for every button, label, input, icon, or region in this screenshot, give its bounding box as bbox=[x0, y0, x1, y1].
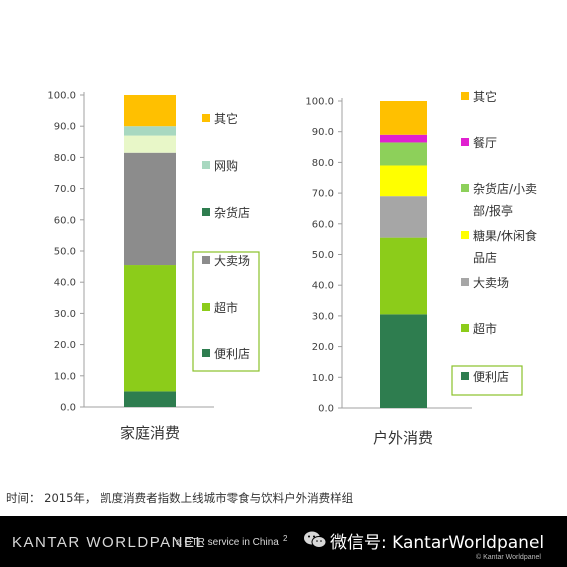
y-tick-label: 100.0 bbox=[305, 97, 334, 108]
chart-canvas: 0.0 10.0 20.0 30.0 40.0 50.0 60.0 70.0 80.0 90.0 1… bbox=[47, 89, 537, 447]
legend-swatch bbox=[461, 324, 469, 332]
legend-swatch bbox=[461, 372, 469, 380]
legend-label: 其它 bbox=[473, 89, 497, 104]
y-tick-label: 100.0 bbox=[47, 91, 76, 102]
y-tick-label: 60.0 bbox=[312, 219, 334, 230]
y-tick-label: 0.0 bbox=[318, 404, 334, 415]
y-tick-label: 20.0 bbox=[312, 342, 334, 353]
legend-swatch bbox=[461, 184, 469, 192]
wechat-icon bbox=[304, 531, 327, 548]
brand-logo: KANTAR WORLDPANEL bbox=[12, 534, 206, 551]
legend-label: 便利店 bbox=[214, 347, 250, 361]
bar-segment-网购 bbox=[124, 135, 176, 153]
legend-swatch bbox=[202, 208, 210, 216]
legend-label: 杂货店 bbox=[214, 205, 250, 220]
category-label: 户外消费 bbox=[373, 429, 433, 447]
y-tick-label: 90.0 bbox=[54, 122, 76, 133]
legend-highlight-box bbox=[192, 251, 260, 372]
y-tick-label: 0.0 bbox=[60, 403, 76, 414]
y-tick-label: 50.0 bbox=[312, 250, 334, 261]
legend-swatch bbox=[202, 349, 210, 357]
legend-swatch bbox=[461, 138, 469, 146]
legend-swatch bbox=[202, 256, 210, 264]
bar-segment-大卖场 bbox=[380, 196, 427, 238]
bar-segment-糖果/休闲食品店 bbox=[380, 165, 427, 197]
legend-label: 超市 bbox=[214, 300, 238, 315]
copyright: © Kantar Worldpanel bbox=[476, 554, 541, 561]
bar-segment-unlabeled bbox=[124, 126, 176, 136]
legend-label: 网购 bbox=[214, 158, 238, 173]
legend-label: 大卖场 bbox=[214, 254, 250, 268]
bar-segment-超市 bbox=[124, 265, 176, 392]
legend-label: 品店 bbox=[473, 251, 497, 265]
page-number: 2 bbox=[283, 534, 288, 543]
y-tick-label: 70.0 bbox=[312, 189, 334, 200]
legend-label: 糖果/休闲食 bbox=[473, 228, 537, 243]
legend-swatch bbox=[202, 161, 210, 169]
y-tick-label: 70.0 bbox=[54, 184, 76, 195]
y-tick-label: 40.0 bbox=[312, 281, 334, 292]
bar-segment-大卖场 bbox=[124, 152, 176, 266]
legend-highlight-box bbox=[451, 365, 523, 396]
legend-swatch bbox=[202, 303, 210, 311]
legend-label: 部/报亭 bbox=[473, 203, 513, 218]
footer-bar: KANTAR WORLDPANEL a CTR service in China… bbox=[0, 516, 567, 567]
bar-segment-餐厅 bbox=[380, 134, 427, 143]
y-tick-label: 10.0 bbox=[54, 371, 76, 382]
legend-swatch bbox=[461, 92, 469, 100]
legend-label: 大卖场 bbox=[473, 276, 509, 290]
bar-segment-其它 bbox=[380, 101, 427, 135]
bar-segment-其它 bbox=[124, 95, 176, 127]
category-label: 家庭消费 bbox=[120, 424, 180, 442]
footnote: 时间： 2015年， 凯度消费者指数上线城市零食与饮料户外消费样组 bbox=[6, 491, 354, 505]
y-tick-label: 40.0 bbox=[54, 278, 76, 289]
y-tick-label: 20.0 bbox=[54, 340, 76, 351]
y-tick-label: 30.0 bbox=[312, 311, 334, 322]
legend-label: 杂货店/小卖 bbox=[473, 181, 537, 196]
brand-tagline: a CTR service in China bbox=[176, 537, 279, 548]
bar-segment-杂货店/小卖部/报亭 bbox=[380, 142, 427, 166]
bar-segment-便利店 bbox=[124, 391, 176, 407]
y-tick-label: 80.0 bbox=[54, 153, 76, 164]
legend-label: 便利店 bbox=[473, 370, 509, 384]
legend-label: 餐厅 bbox=[473, 135, 497, 150]
y-tick-label: 30.0 bbox=[54, 309, 76, 320]
y-tick-label: 50.0 bbox=[54, 247, 76, 258]
legend-label: 其它 bbox=[214, 111, 238, 126]
legend-swatch bbox=[461, 278, 469, 286]
legend-label: 超市 bbox=[473, 321, 497, 336]
bar-segment-便利店 bbox=[380, 314, 427, 408]
wechat-id: 微信号: KantarWorldpanel bbox=[330, 533, 545, 553]
y-tick-label: 80.0 bbox=[312, 158, 334, 169]
legend-swatch bbox=[202, 114, 210, 122]
y-tick-label: 90.0 bbox=[312, 127, 334, 138]
bar-segment-超市 bbox=[380, 237, 427, 315]
y-tick-label: 10.0 bbox=[312, 373, 334, 384]
y-tick-label: 60.0 bbox=[54, 215, 76, 226]
legend-swatch bbox=[461, 231, 469, 239]
